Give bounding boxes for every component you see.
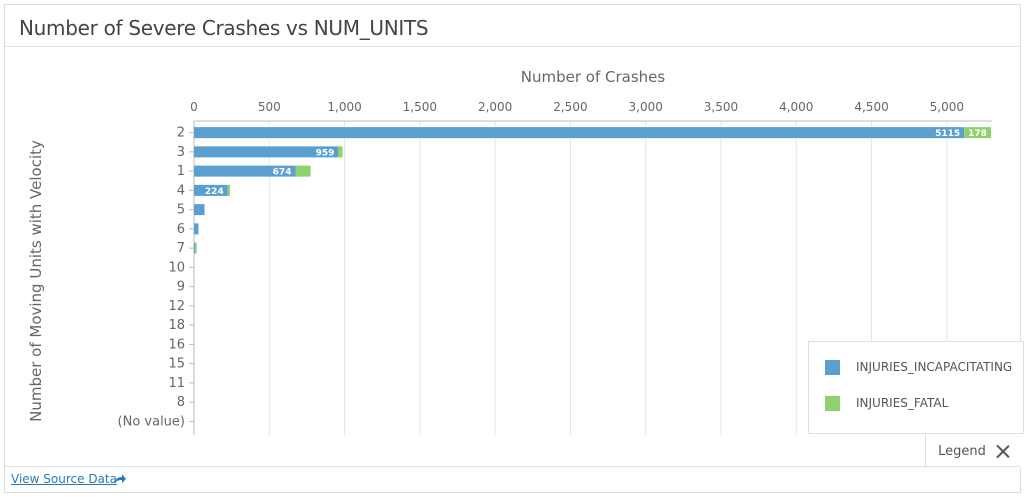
x-tick-label: 0 <box>190 100 198 114</box>
y-tick-label: 7 <box>177 241 185 256</box>
x-tick-label: 5,000 <box>930 100 964 114</box>
data-label: 674 <box>273 168 292 178</box>
card-header: Number of Severe Crashes vs NUM_UNITS <box>5 5 1020 47</box>
x-tick-label: 4,000 <box>779 100 813 114</box>
bar-incapacitating-1 <box>194 165 296 177</box>
bar-fatal-1 <box>295 165 311 177</box>
data-label: 224 <box>205 187 224 197</box>
view-source-data-link[interactable]: View Source Data <box>11 472 117 486</box>
chart-title: Number of Severe Crashes vs NUM_UNITS <box>19 16 429 40</box>
y-tick-label: 10 <box>168 260 185 275</box>
x-tick-label: 500 <box>258 100 281 114</box>
legend-toggle-button[interactable]: Legend <box>925 433 1022 468</box>
bar-incapacitating-5 <box>194 204 205 216</box>
y-tick-label: 5 <box>177 203 185 218</box>
legend-label-incapacitating: INJURIES_INCAPACITATING <box>856 360 1013 374</box>
bar-fatal-3 <box>338 146 343 158</box>
bar-fatal-7 <box>195 242 197 254</box>
legend-swatch-fatal <box>825 395 840 411</box>
x-tick-label: 3,000 <box>629 100 663 114</box>
legend-label-fatal: INJURIES_FATAL <box>856 396 949 410</box>
x-tick-label: 2,000 <box>478 100 512 114</box>
legend-item-incapacitating[interactable]: INJURIES_INCAPACITATING <box>825 358 1012 376</box>
x-tick-label: 2,500 <box>553 100 587 114</box>
y-tick-label: 4 <box>177 183 185 198</box>
bar-incapacitating-3 <box>194 146 339 158</box>
y-tick-label: 18 <box>168 318 185 333</box>
y-tick-label: 6 <box>177 222 185 237</box>
y-tick-label: 16 <box>168 337 185 352</box>
share-arrow-icon[interactable] <box>113 473 127 485</box>
chart-area: Number of Crashes Number of Moving Units … <box>5 47 1024 468</box>
y-tick-label: 2 <box>177 126 185 141</box>
card-footer: View Source Data <box>5 466 1020 492</box>
data-label: 5115 <box>935 129 960 139</box>
x-tick-label: 1,500 <box>403 100 437 114</box>
y-tick-label: 11 <box>168 376 185 391</box>
x-tick-label: 1,000 <box>327 100 361 114</box>
y-tick-label: (No value) <box>118 414 185 429</box>
bar-incapacitating-6 <box>194 223 199 235</box>
bar-chart: Number of Crashes Number of Moving Units … <box>27 68 992 435</box>
legend-swatch-incapacitating <box>825 359 840 375</box>
x-axis-title: Number of Crashes <box>521 68 666 86</box>
data-label: 959 <box>316 148 335 158</box>
bar-incapacitating-2 <box>194 127 965 139</box>
legend-toggle-label: Legend <box>938 443 986 459</box>
bar-incapacitating-4 <box>194 184 228 196</box>
data-label: 178 <box>968 129 987 139</box>
chart-card: Number of Severe Crashes vs NUM_UNITS Nu… <box>4 4 1024 493</box>
bar-fatal-2 <box>964 127 991 139</box>
y-axis-title: Number of Moving Units with Velocity <box>27 140 45 422</box>
x-tick-label: 4,500 <box>854 100 888 114</box>
legend-item-fatal[interactable]: INJURIES_FATAL <box>825 394 948 412</box>
y-tick-label: 9 <box>177 280 185 295</box>
bar-fatal-4 <box>227 184 230 196</box>
close-icon[interactable] <box>996 444 1010 458</box>
y-tick-label: 15 <box>168 357 185 372</box>
y-tick-label: 12 <box>168 299 185 314</box>
y-tick-label: 8 <box>177 395 185 410</box>
legend: INJURIES_INCAPACITATING INJURIES_FATAL <box>808 341 1024 434</box>
bar-incapacitating-7 <box>194 242 196 254</box>
y-tick-label: 3 <box>177 145 185 160</box>
y-tick-label: 1 <box>177 164 185 179</box>
x-tick-label: 3,500 <box>704 100 738 114</box>
